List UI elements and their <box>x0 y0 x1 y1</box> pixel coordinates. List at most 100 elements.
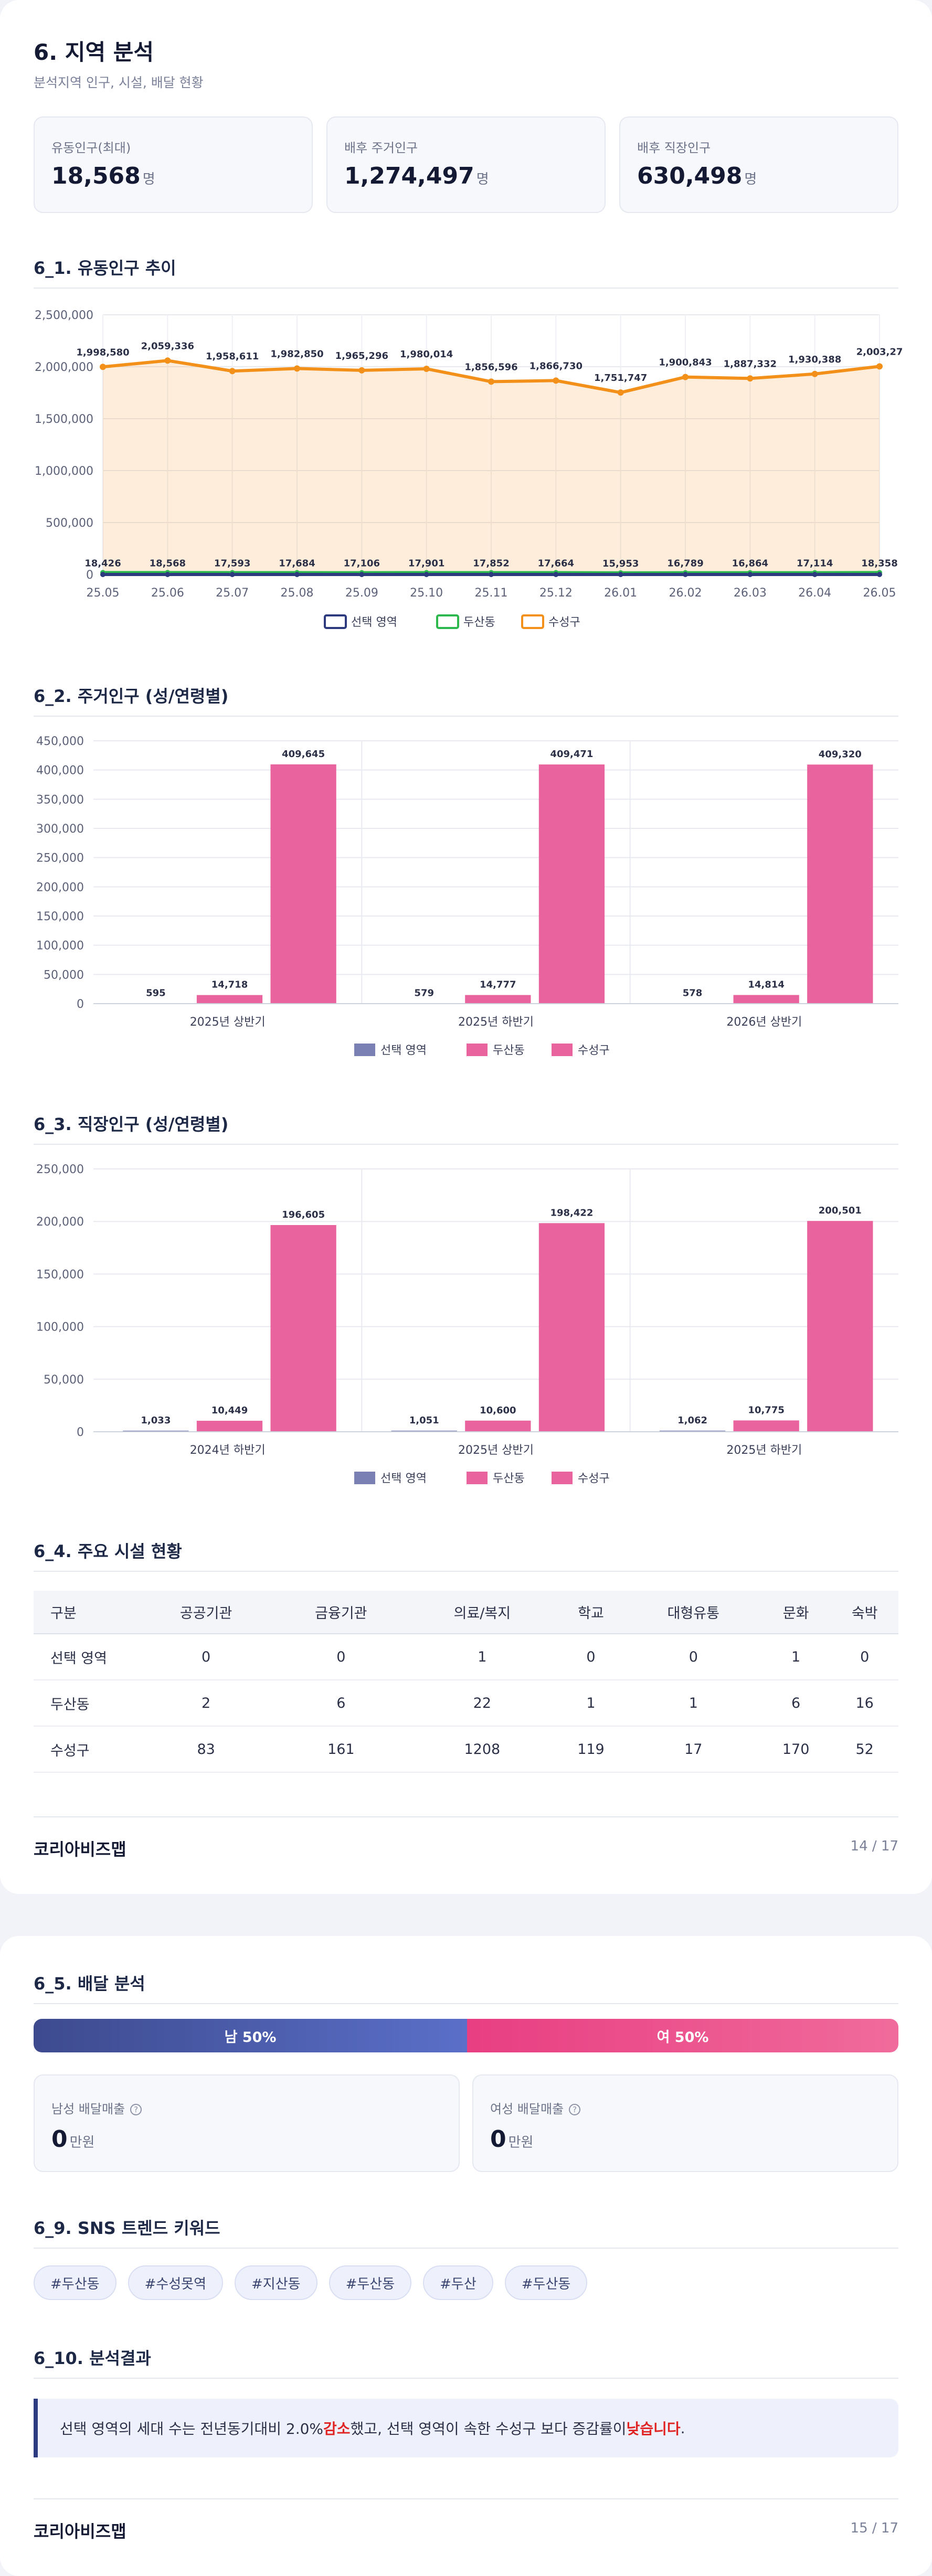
bar <box>391 1430 457 1432</box>
bar <box>465 995 531 1004</box>
legend-label: 두산동 <box>493 1044 525 1057</box>
column-header: 학교 <box>556 1591 626 1634</box>
table-cell: 17 <box>626 1726 761 1773</box>
x-tick-label: 25.05 <box>87 587 120 600</box>
data-label: 17,114 <box>797 558 833 569</box>
data-label: 10,449 <box>211 1405 248 1416</box>
data-label: 1,062 <box>677 1415 707 1426</box>
data-label: 409,471 <box>550 749 593 760</box>
data-label: 16,864 <box>732 558 768 569</box>
data-label: 2,003,27 <box>856 346 903 357</box>
keyword-tag[interactable]: #두산 <box>423 2265 493 2300</box>
y-tick-label: 250,000 <box>36 1163 84 1176</box>
data-label: 1,866,730 <box>529 360 582 371</box>
keyword-tag[interactable]: #수성못역 <box>128 2265 224 2300</box>
male-delivery-label: 남성 배달매출 <box>51 2102 125 2116</box>
y-tick-label: 400,000 <box>36 764 84 778</box>
legend-swatch <box>521 614 544 629</box>
keyword-tag[interactable]: #두산동 <box>504 2265 588 2300</box>
data-label: 1,900,843 <box>659 357 712 368</box>
bar <box>807 1221 873 1432</box>
keyword-tag[interactable]: #지산동 <box>235 2265 317 2300</box>
data-point <box>423 365 430 372</box>
x-tick-label: 26.02 <box>669 587 702 600</box>
keyword-tag[interactable]: #두산동 <box>329 2265 412 2300</box>
male-share-bar: 남 50% <box>34 2019 467 2052</box>
bar <box>733 1420 799 1432</box>
table-cell: 0 <box>139 1634 274 1680</box>
x-tick-label: 2025년 하반기 <box>726 1444 802 1457</box>
table-cell: 두산동 <box>34 1680 139 1727</box>
table-cell: 1 <box>556 1680 626 1727</box>
data-label: 17,106 <box>344 558 380 569</box>
y-tick-label: 450,000 <box>36 735 84 748</box>
bar <box>270 1225 336 1432</box>
data-label: 409,320 <box>819 749 862 760</box>
data-point <box>489 572 494 577</box>
y-tick-label: 50,000 <box>44 968 84 982</box>
data-label: 10,775 <box>748 1404 784 1415</box>
column-header: 구분 <box>34 1591 139 1634</box>
bar <box>465 1420 531 1432</box>
x-tick-label: 25.07 <box>216 587 249 600</box>
x-tick-label: 2025년 상반기 <box>458 1444 534 1457</box>
section-title: 6. 지역 분석 <box>34 39 154 65</box>
table-cell: 선택 영역 <box>34 1634 139 1680</box>
column-header: 문화 <box>760 1591 831 1634</box>
residential-population-bar-chart: 0 50,000 100,000 150,000 200,000 250,000 300,0… <box>36 735 898 1057</box>
data-point <box>164 357 171 364</box>
table-header-row: 구분 공공기관 금융기관 의료/복지 학교 대형유통 문화 숙박 <box>34 1591 898 1634</box>
y-tick-label: 1,500,000 <box>35 413 93 426</box>
data-label: 1,033 <box>141 1415 171 1426</box>
stat-label: 유동인구(최대) <box>51 141 131 155</box>
bar <box>123 1430 189 1432</box>
divider <box>34 288 898 289</box>
y-tick-label: 250,000 <box>36 852 84 865</box>
help-icon[interactable]: ? <box>569 2104 581 2115</box>
footer-page-number: 14 / 17 <box>850 1838 898 1854</box>
bar <box>270 764 336 1004</box>
data-label: 579 <box>414 987 434 998</box>
table-cell: 83 <box>139 1726 274 1773</box>
legend-swatch <box>552 1472 573 1484</box>
stat-floating-population: 유동인구(최대) 18,568 명 <box>34 116 313 213</box>
data-label: 14,718 <box>211 980 248 991</box>
table-cell: 1 <box>760 1634 831 1680</box>
help-icon[interactable]: ? <box>130 2104 142 2115</box>
data-point <box>747 572 753 577</box>
data-label: 409,645 <box>282 749 325 760</box>
x-tick-label: 26.05 <box>863 587 896 600</box>
data-point <box>812 572 818 577</box>
footer-brand: 코리아비즈맵 <box>34 2521 126 2541</box>
table-cell: 119 <box>556 1726 626 1773</box>
y-tick-label: 150,000 <box>36 1268 84 1281</box>
data-label: 18,358 <box>861 558 897 569</box>
x-tick-label: 2025년 상반기 <box>190 1016 266 1029</box>
analysis-result-callout: 선택 영역의 세대 수는 전년동기대비 2.0% 감소 했고, 선택 영역이 속한… <box>34 2399 898 2457</box>
table-cell: 0 <box>626 1634 761 1680</box>
table-cell: 0 <box>273 1634 409 1680</box>
y-tick-label: 300,000 <box>36 823 84 836</box>
delivery-title: 6_5. 배달 분석 <box>34 1974 145 1994</box>
data-point <box>229 368 236 375</box>
data-label: 16,789 <box>667 558 703 569</box>
table-row: 두산동 2 6 22 1 1 6 16 <box>34 1680 898 1727</box>
data-point <box>553 377 559 384</box>
data-label: 1,887,332 <box>724 358 777 369</box>
table-cell: 1208 <box>408 1726 556 1773</box>
chart2-title: 6_2. 주거인구 (성/연령별) <box>34 686 229 706</box>
data-point <box>423 572 429 577</box>
keyword-tag[interactable]: #두산동 <box>34 2265 116 2300</box>
y-tick-label: 2,000,000 <box>35 361 93 374</box>
data-point <box>617 389 624 396</box>
data-label: 18,568 <box>150 558 186 569</box>
y-tick-label: 1,000,000 <box>35 465 93 478</box>
data-point <box>747 375 754 382</box>
data-label: 1,958,611 <box>206 351 259 362</box>
data-label: 2,059,336 <box>141 340 194 352</box>
column-header: 대형유통 <box>626 1591 761 1634</box>
section-subtitle: 분석지역 인구, 시설, 배달 현황 <box>34 75 204 90</box>
data-label: 1,982,850 <box>270 348 323 359</box>
table-row: 수성구 83 161 1208 119 17 170 52 <box>34 1726 898 1773</box>
data-point <box>165 572 171 577</box>
